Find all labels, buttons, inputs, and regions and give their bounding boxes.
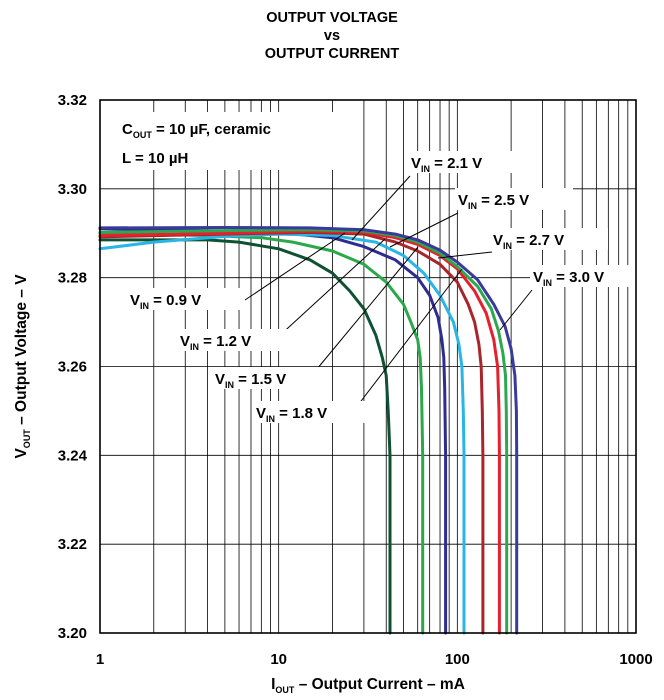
series-label: VIN = 2.5 V <box>458 192 529 211</box>
tick-labels: 3.20 3.22 3.24 3.26 3.28 3.30 3.32 1 10 100 1000 <box>58 92 653 668</box>
test-conditions: COUT = 10 µF, ceramic L = 10 µH <box>106 112 356 170</box>
series-line-18 <box>98 232 466 635</box>
label-background <box>127 288 245 310</box>
leader-line <box>389 212 459 248</box>
leader-line <box>351 175 411 241</box>
axis-labels: IOUT – Output Current – mA VOUT – Output … <box>13 274 465 695</box>
x-tick-label: 1000 <box>619 651 652 668</box>
series-label: VIN = 2.1 V <box>411 155 482 174</box>
label-background <box>455 188 573 210</box>
y-axis-label: VOUT – Output Voltage – V <box>13 274 32 459</box>
y-tick-label: 3.26 <box>58 359 87 376</box>
title-line: OUTPUT VOLTAGE <box>266 10 398 26</box>
y-tick-label: 3.20 <box>58 625 87 642</box>
condition-line: L = 10 µH <box>122 150 188 167</box>
series-label: VIN = 1.8 V <box>256 405 327 424</box>
conditions-background <box>106 112 356 170</box>
series-labels: VIN = 0.9 V VIN = 1.2 V VIN = 1.5 V VIN = 1… <box>127 151 648 424</box>
condition-line: COUT = 10 µF, ceramic <box>122 121 271 140</box>
chart-title: OUTPUT VOLTAGE vs OUTPUT CURRENT <box>265 10 400 62</box>
x-tick-label: 100 <box>445 651 470 668</box>
leader-line <box>244 232 346 301</box>
series-label: VIN = 0.9 V <box>130 292 201 311</box>
y-tick-label: 3.30 <box>58 181 87 198</box>
series-label: VIN = 3.0 V <box>533 269 604 288</box>
series-line-27 <box>98 228 509 635</box>
x-tick-label: 1 <box>96 651 104 668</box>
plot-frame <box>99 99 637 634</box>
grid <box>100 99 636 634</box>
y-tick-label: 3.32 <box>58 92 87 109</box>
series-label: VIN = 1.2 V <box>180 333 251 352</box>
leader-line <box>276 238 386 339</box>
leader-line <box>311 246 419 376</box>
title-line: OUTPUT CURRENT <box>265 46 400 62</box>
label-background <box>212 367 330 389</box>
label-background <box>408 151 526 173</box>
y-tick-label: 3.24 <box>58 447 88 464</box>
series-line-09 <box>98 238 392 635</box>
y-tick-label: 3.28 <box>58 270 87 287</box>
series-label: VIN = 1.5 V <box>215 371 286 390</box>
y-tick-label: 3.22 <box>58 536 87 553</box>
leader-line <box>499 289 533 331</box>
label-background <box>253 401 371 423</box>
series-lines <box>98 226 519 635</box>
label-leaders <box>244 175 533 410</box>
label-background <box>177 329 295 351</box>
series-label: VIN = 2.7 V <box>493 232 564 251</box>
label-background <box>530 265 648 287</box>
label-background <box>490 228 608 250</box>
title-line: vs <box>324 28 340 44</box>
leader-line <box>354 268 463 410</box>
series-line-12 <box>98 231 425 635</box>
leader-line <box>437 251 493 259</box>
x-tick-label: 10 <box>270 651 287 668</box>
series-line-30 <box>98 226 519 635</box>
x-axis-label: IOUT – Output Current – mA <box>271 676 465 695</box>
